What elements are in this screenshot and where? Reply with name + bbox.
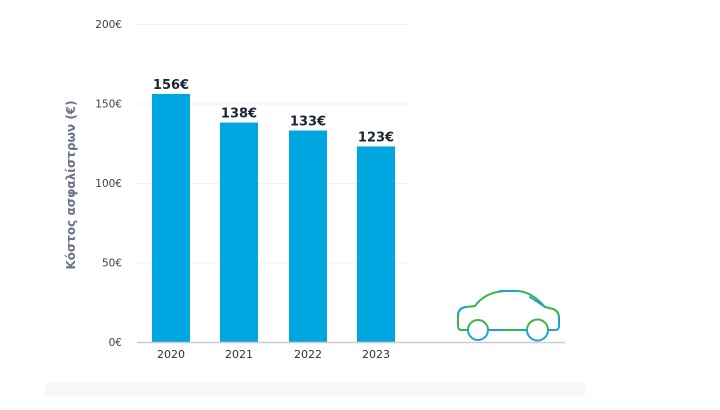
y-tick-label: 150€ bbox=[95, 99, 122, 111]
y-tick-label: 200€ bbox=[95, 19, 122, 31]
x-tick-label: 2020 bbox=[157, 348, 185, 361]
bottom-band bbox=[45, 383, 585, 396]
y-tick-label: 50€ bbox=[102, 258, 122, 270]
y-axis-title: Κόστος ασφαλίστρων (€) bbox=[64, 100, 78, 269]
bar-2021 bbox=[220, 122, 258, 342]
x-tick-label: 2023 bbox=[362, 348, 390, 361]
x-tick-label: 2022 bbox=[294, 348, 322, 361]
car-icon bbox=[457, 290, 560, 342]
data-label: 133€ bbox=[290, 115, 326, 130]
data-label: 123€ bbox=[358, 130, 394, 145]
x-tick-label: 2021 bbox=[225, 348, 253, 361]
data-label: 138€ bbox=[221, 107, 257, 122]
y-tick-label: 0€ bbox=[109, 337, 122, 349]
bar-2022 bbox=[289, 130, 327, 342]
data-label: 156€ bbox=[153, 78, 189, 93]
bar-2023 bbox=[357, 146, 395, 342]
y-tick-label: 100€ bbox=[95, 178, 122, 190]
bar-2020 bbox=[152, 93, 190, 343]
